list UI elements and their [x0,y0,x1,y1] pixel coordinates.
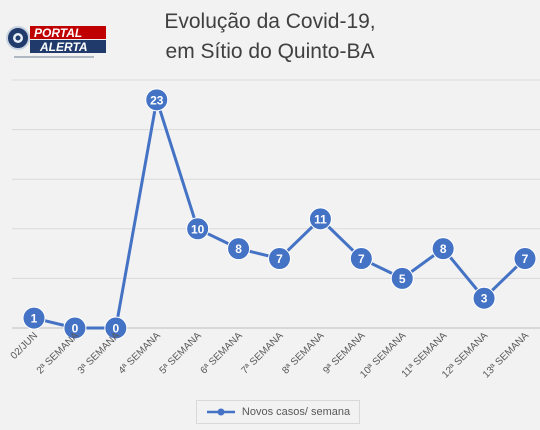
portal-alerta-logo: PORTAL ALERTA [6,26,106,58]
data-label: 0 [112,322,119,336]
series-line [33,98,527,330]
data-point [186,217,210,241]
x-tick-label: 8ª SEMANA [280,330,326,376]
data-label: 8 [235,242,242,256]
chart-title-line-1: Evolução da Covid-19, [164,10,376,33]
data-point [145,88,169,112]
data-label: 3 [481,292,488,306]
x-tick-label: 4ª SEMANA [117,330,163,376]
data-label: 11 [314,212,327,226]
data-point [63,316,87,340]
data-point [431,237,455,261]
x-tick-label: 2ª SEMANA [35,330,81,376]
logo-text-alerta: ALERTA [39,40,88,54]
data-point [349,247,373,271]
x-tick-label: 7ª SEMANA [239,330,285,376]
data-point [268,247,291,271]
data-point [227,237,251,261]
data-point [308,207,332,231]
data-label: 1 [31,312,38,326]
data-label: 10 [191,222,205,236]
data-point [22,306,46,330]
legend-line-marker-icon [206,408,235,416]
data-label: 5 [399,272,406,286]
chart-legend: Novos casos/ semana [196,400,360,424]
data-point [472,286,496,310]
legend-label: Novos casos/ semana [241,406,351,418]
x-tick-label: 02/JUN [9,330,40,361]
data-point [104,316,128,340]
data-point [390,266,414,290]
data-label: 8 [440,242,447,256]
x-tick-label: 6ª SEMANA [199,330,245,376]
data-label: 7 [276,252,283,266]
data-label: 7 [358,252,365,266]
chart-title-line-2: em Sítio do Quinto-BA [165,40,375,63]
logo-text-portal: PORTAL [34,26,82,40]
data-label: 0 [72,322,79,336]
data-label: 7 [522,252,529,266]
data-label: 23 [150,93,164,107]
x-tick-label: 5ª SEMANA [158,330,204,376]
x-tick-label: 3ª SEMANA [76,330,122,376]
data-point [513,247,537,271]
